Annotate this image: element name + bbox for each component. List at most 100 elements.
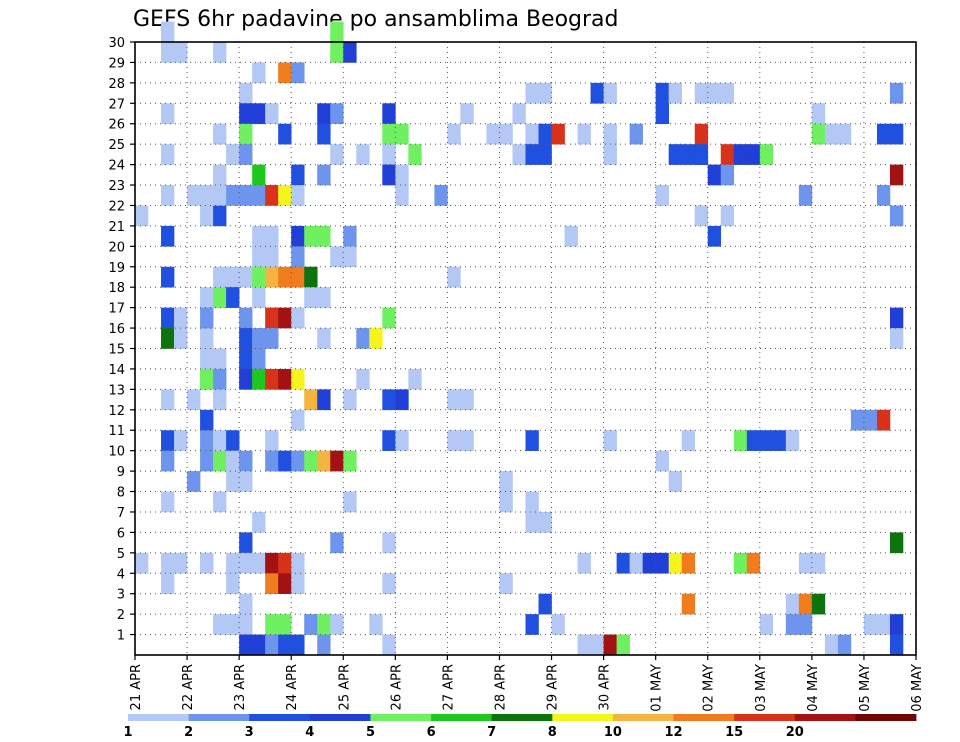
heatmap-cell	[525, 511, 539, 533]
heatmap-cell	[278, 368, 292, 390]
heatmap-cell	[889, 614, 904, 635]
colorbar-swatch	[673, 714, 735, 721]
heatmap-cell	[395, 389, 409, 411]
heatmap-cell	[798, 614, 813, 635]
heatmap-cell	[304, 225, 318, 247]
x-tick-label: 22 APR	[181, 664, 196, 710]
heatmap-cell	[525, 82, 539, 104]
heatmap-cell	[395, 185, 409, 206]
heatmap-cell	[252, 348, 266, 370]
y-tick-label: 11	[108, 424, 125, 439]
heatmap-cell	[460, 389, 474, 411]
heatmap-cell	[200, 205, 214, 227]
heatmap-cell	[265, 103, 279, 125]
x-axis: 21 APR 22 APR 23 APR 24 APR 25 APR 26 APR 27 A…	[129, 655, 925, 712]
y-tick-label: 12	[108, 404, 125, 419]
heatmap-cell	[278, 634, 292, 656]
heatmap-cell	[824, 634, 839, 656]
heatmap-cell	[525, 430, 539, 451]
heatmap-cell	[213, 450, 227, 472]
heatmap-cell	[720, 82, 735, 104]
heatmap-cell	[369, 614, 383, 635]
heatmap-cell	[278, 552, 292, 574]
heatmap-cell	[603, 123, 617, 145]
heatmap-cell	[317, 389, 331, 411]
heatmap-cell	[239, 450, 253, 472]
heatmap-cell	[213, 42, 227, 63]
heatmap-cell	[382, 573, 396, 594]
heatmap-cell	[161, 430, 175, 451]
heatmap-cell	[668, 552, 682, 574]
heatmap-cell	[707, 225, 722, 247]
heatmap-cell	[252, 225, 266, 247]
heatmap-cell	[226, 471, 240, 492]
heatmap-cell	[291, 62, 305, 84]
heatmap-cell	[213, 389, 227, 411]
chart-title: GEFS 6hr padavine po ansamblima Beograd	[133, 7, 619, 32]
heatmap-cell	[317, 103, 331, 125]
heatmap-cell	[447, 123, 461, 145]
colorbar-swatch	[552, 714, 614, 721]
heatmap-cell	[161, 307, 175, 329]
heatmap-cell	[161, 328, 175, 349]
colorbar-label: 12	[664, 725, 682, 740]
heatmap-cell	[512, 103, 526, 125]
heatmap-cell	[278, 123, 292, 145]
x-tick-label: 01 MAY	[650, 664, 665, 712]
heatmap-cell	[200, 348, 214, 370]
colorbar-label: 4	[305, 725, 314, 740]
heatmap-cell	[330, 144, 344, 165]
heatmap-cell	[785, 593, 800, 615]
y-tick-label: 9	[117, 465, 125, 480]
heatmap-cell	[239, 471, 253, 492]
heatmap-cell	[889, 82, 904, 104]
heatmap-cell	[798, 185, 813, 206]
heatmap-cell	[252, 511, 266, 533]
heatmap-cell	[395, 430, 409, 451]
heatmap-cell	[538, 593, 552, 615]
heatmap-cell	[434, 185, 448, 206]
heatmap-cell	[655, 103, 669, 125]
y-tick-label: 21	[108, 220, 125, 235]
heatmap-cell	[317, 225, 331, 247]
heatmap-cell	[486, 123, 500, 145]
y-tick-label: 2	[117, 608, 125, 623]
heatmap-cell	[317, 614, 331, 635]
heatmap-cell	[382, 532, 396, 554]
x-tick-label: 27 APR	[441, 664, 456, 710]
heatmap-cell	[694, 144, 709, 165]
heatmap-cell	[642, 552, 656, 574]
heatmap-cell	[655, 185, 669, 206]
heatmap-cell	[239, 614, 253, 635]
colorbar-label: 7	[487, 725, 496, 740]
x-tick-label: 28 APR	[494, 664, 509, 710]
heatmap-cell	[213, 614, 227, 635]
colorbar-swatch	[491, 714, 553, 721]
heatmap-cell	[213, 348, 227, 370]
heatmap-cell	[226, 185, 240, 206]
heatmap-cell	[135, 552, 149, 574]
heatmap-cell	[681, 144, 696, 165]
colorbar-label: 5	[366, 725, 375, 740]
heatmap-cell	[200, 450, 214, 472]
heatmap-cell	[655, 552, 669, 574]
heatmap-cell	[694, 205, 709, 227]
heatmap-cell	[694, 82, 709, 104]
heatmap-cell	[330, 21, 344, 43]
heatmap-cell	[265, 225, 279, 247]
heatmap-cell	[382, 634, 396, 656]
heatmap-cell	[681, 430, 696, 451]
heatmap-cell	[213, 430, 227, 451]
colorbar-label: 15	[725, 725, 743, 740]
heatmap-cell	[239, 123, 253, 145]
heatmap-cell	[733, 144, 748, 165]
colorbar-swatch	[188, 714, 250, 721]
heatmap-cell	[707, 82, 722, 104]
heatmap-cell	[889, 123, 904, 145]
heatmap-cell	[330, 42, 344, 63]
heatmap-cell	[252, 185, 266, 206]
heatmap-cell	[265, 450, 279, 472]
heatmap-cell	[694, 123, 709, 145]
heatmap-cell	[317, 164, 331, 186]
heatmap-cell	[668, 471, 682, 492]
